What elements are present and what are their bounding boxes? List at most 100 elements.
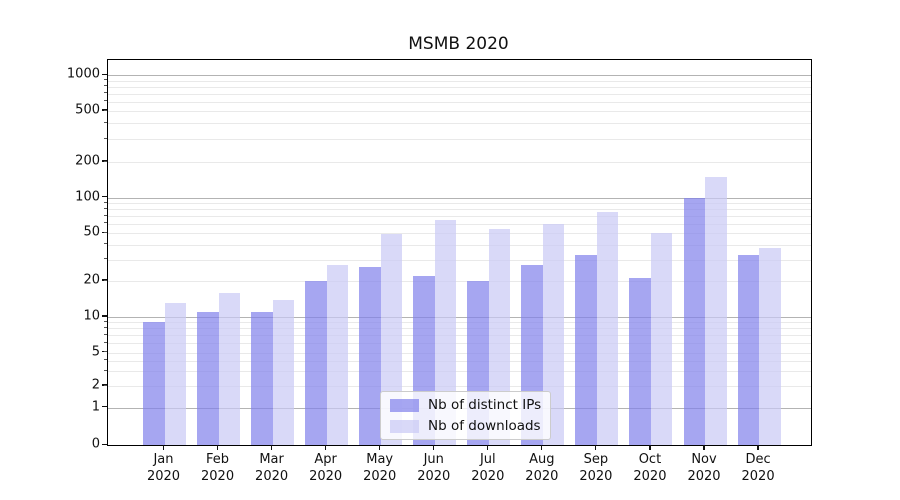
gridline-minor [108,386,811,387]
bar-distinct-ips-may [359,267,381,445]
legend: Nb of distinct IPs Nb of downloads [380,391,552,440]
bar-downloads-jan [164,303,186,445]
x-tick-mark [271,445,273,450]
x-tick-label-dec: Dec 2020 [718,451,798,485]
gridline-minor [108,216,811,218]
bar-downloads-dec [759,247,781,445]
x-tick-mark [757,445,759,450]
y-minor-tick-mark [104,100,107,102]
y-minor-tick-mark [104,351,107,353]
bar-downloads-mar [272,299,295,445]
bar-distinct-ips-sep [575,254,597,445]
x-tick-label-aug: Aug 2020 [502,451,582,485]
gridline-minor [108,223,811,225]
gridline-minor [108,101,811,103]
y-tick-label: 1 [91,399,100,415]
bar-distinct-ips-apr [305,281,327,445]
x-tick-label-feb: Feb 2020 [178,451,258,485]
y-minor-tick-mark [104,85,107,87]
y-minor-tick-mark [104,369,107,371]
gridline-minor [108,328,811,330]
y-minor-tick-mark [104,79,107,81]
gridline-minor [108,162,811,163]
legend-swatch-distinct-ips [390,398,419,412]
y-minor-tick-mark [104,214,107,216]
x-tick-year: 2020 [255,469,289,484]
x-tick-year: 2020 [363,469,397,484]
y-minor-tick-mark [104,333,107,335]
y-minor-tick-mark [104,137,107,139]
gridline-minor [108,111,811,112]
gridline-minor [108,86,811,88]
legend-label-distinct-ips: Nb of distinct IPs [428,397,542,413]
bar-downloads-oct [650,233,673,445]
bar-distinct-ips-nov [683,197,705,445]
bar-distinct-ips-dec [737,254,760,445]
x-tick-year: 2020 [525,469,559,484]
y-minor-tick-mark [104,207,107,209]
y-tick-label: 0 [91,436,100,452]
x-tick-mark [649,445,651,450]
gridline-minor [108,352,811,354]
y-tick-label: 200 [75,153,100,169]
gridline-minor [108,281,811,282]
legend-item-downloads: Nb of downloads [390,418,541,434]
x-tick-label-nov: Nov 2020 [664,451,744,485]
gridline-minor [108,259,811,261]
y-minor-tick-mark [104,341,107,343]
x-tick-mark [433,445,435,450]
gridline-minor [108,203,811,205]
bar-downloads-apr [326,265,349,445]
bar-downloads-aug [542,223,565,445]
plot-area [107,59,812,446]
gridline-minor [108,209,811,211]
y-tick-label: 50 [83,224,100,240]
chart-title: MSMB 2020 [408,34,509,54]
gridline-minor [108,322,811,324]
bar-downloads-feb [218,292,241,445]
y-minor-tick-mark [104,320,107,322]
y-minor-tick-mark [104,222,107,224]
y-minor-tick-mark [104,279,107,281]
x-tick-mark [325,445,327,450]
y-tick-label: 10 [83,308,100,324]
gridline-minor [108,233,811,235]
y-tick-mark [102,196,107,198]
gridline-minor [108,80,811,82]
bar-distinct-ips-feb [197,312,219,445]
y-minor-tick-mark [104,160,107,162]
x-tick-year: 2020 [579,469,613,484]
gridline-minor [108,360,811,362]
gridline-minor [108,335,811,337]
y-minor-tick-mark [104,359,107,361]
y-minor-tick-mark [104,258,107,260]
y-minor-tick-mark [104,121,107,123]
y-tick-label: 100 [75,189,100,205]
bar-downloads-nov [705,176,727,445]
y-minor-tick-mark [104,231,107,233]
bar-downloads-sep [596,212,619,445]
x-tick-label-jan: Jan 2020 [124,451,204,485]
gridline-major [108,317,811,318]
gridline-minor [108,123,811,125]
gridline-minor [108,371,811,373]
legend-label-downloads: Nb of downloads [428,418,541,434]
y-minor-tick-mark [104,92,107,94]
bar-distinct-ips-jan [143,322,165,445]
x-tick-mark [162,445,165,450]
x-tick-label-sep: Sep 2020 [556,451,636,485]
y-minor-tick-mark [104,384,107,386]
x-tick-label-jul: Jul 2020 [448,451,528,485]
legend-swatch-downloads [390,419,419,433]
x-tick-mark [487,445,489,450]
x-tick-label-oct: Oct 2020 [610,451,690,485]
y-tick-mark [102,315,107,317]
x-tick-year: 2020 [741,469,775,484]
gridline-minor [108,139,811,141]
x-tick-year: 2020 [309,469,343,484]
x-tick-label-apr: Apr 2020 [286,451,366,485]
y-tick-label: 500 [75,102,100,118]
gridline-major [108,197,811,199]
x-tick-year: 2020 [687,469,721,484]
